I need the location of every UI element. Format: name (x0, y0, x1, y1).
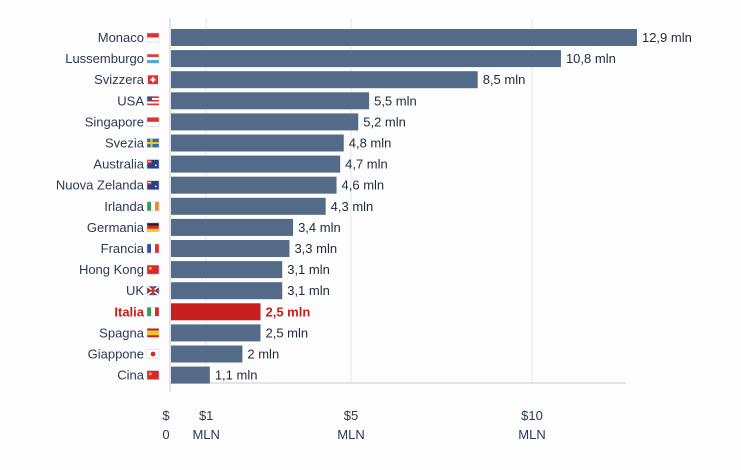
bars (171, 29, 637, 384)
australia-flag-icon (146, 159, 160, 169)
x-tick-label-1: $1 (199, 408, 213, 423)
value-label-spagna: 2,5 mln (266, 325, 309, 340)
bar-hong-kong (171, 261, 283, 279)
category-label-singapore: Singapore (85, 114, 144, 129)
singapore-flag-icon (146, 117, 160, 127)
x-tick-label-10: $10 (521, 408, 543, 423)
bar-germania (171, 218, 294, 236)
hong-kong-flag-icon (146, 264, 160, 275)
x-axis-ticks: $0 $1 MLN $5 MLN $10 MLN (162, 408, 545, 442)
bar-svizzera (171, 71, 478, 89)
bar-usa (171, 92, 370, 110)
value-labels: 12,9 mln 10,8 mln 8,5 mln 5,5 mln 5,2 mln 4,8… (215, 30, 692, 383)
bar-spagna (171, 324, 261, 342)
value-label-giappone: 2 mln (247, 347, 279, 362)
x-tick-label-5: $5 (344, 408, 358, 423)
new-zealand-flag-icon (146, 180, 160, 190)
value-label-francia: 3,3 mln (294, 241, 337, 256)
value-label-italia: 2,5 mln (266, 304, 311, 319)
value-label-singapore: 5,2 mln (363, 114, 406, 129)
sweden-flag-icon (146, 138, 160, 148)
category-label-australia: Australia (93, 157, 144, 172)
china-flag-icon (146, 370, 160, 380)
category-label-hong-kong: Hong Kong (79, 262, 144, 277)
value-label-uk: 3,1 mln (287, 283, 330, 298)
value-label-hong-kong: 3,1 mln (287, 262, 330, 277)
value-label-nuova-zelanda: 4,6 mln (342, 178, 385, 193)
category-label-nuova-zelanda: Nuova Zelanda (56, 178, 145, 193)
bar-irlanda (171, 197, 326, 215)
japan-flag-icon (146, 349, 160, 359)
value-label-usa: 5,5 mln (374, 93, 417, 108)
bar-svezia (171, 134, 344, 152)
category-label-uk: UK (126, 283, 144, 298)
france-flag-icon (146, 243, 160, 254)
bar-monaco (171, 29, 637, 46)
value-label-monaco: 12,9 mln (642, 30, 692, 45)
bar-francia (171, 240, 290, 257)
category-label-usa: USA (117, 93, 144, 108)
bar-uk (171, 282, 283, 300)
category-label-giappone: Giappone (88, 347, 144, 362)
luxembourg-flag-icon (146, 53, 160, 64)
category-label-cina: Cina (117, 368, 145, 383)
bar-nuova-zelanda (171, 176, 337, 194)
value-label-irlanda: 4,3 mln (331, 199, 374, 214)
category-label-spagna: Spagna (99, 325, 145, 340)
switzerland-flag-icon (146, 74, 160, 85)
monaco-flag-icon (146, 32, 160, 43)
value-label-svizzera: 8,5 mln (483, 72, 526, 87)
bar-italia (171, 303, 261, 321)
flags (146, 32, 160, 380)
x-tick-sublabel-1: MLN (192, 427, 219, 442)
value-label-australia: 4,7 mln (345, 157, 388, 172)
category-label-germania: Germania (87, 220, 145, 235)
category-label-svizzera: Svizzera (94, 72, 145, 87)
bar-singapore (171, 113, 359, 131)
x-tick-sublabel-10: MLN (518, 427, 545, 442)
value-label-lussemburgo: 10,8 mln (566, 51, 616, 66)
uk-flag-icon (146, 285, 160, 296)
x-tick-label-0: $ (162, 408, 170, 423)
x-tick-sublabel-5: MLN (337, 427, 364, 442)
category-label-irlanda: Irlanda (104, 199, 145, 214)
x-tick-sublabel-0: 0 (162, 427, 169, 442)
italy-flag-icon (146, 307, 160, 317)
value-label-germania: 3,4 mln (298, 220, 341, 235)
value-label-svezia: 4,8 mln (349, 136, 392, 151)
bar-cina (171, 366, 210, 384)
usa-flag-icon (146, 96, 160, 106)
bar-giappone (171, 345, 243, 363)
category-label-francia: Francia (101, 241, 145, 256)
ireland-flag-icon (146, 201, 160, 212)
spain-flag-icon (146, 328, 160, 338)
category-label-svezia: Svezia (105, 136, 145, 151)
bar-australia (171, 155, 341, 173)
germany-flag-icon (146, 222, 160, 233)
category-label-lussemburgo: Lussemburgo (65, 51, 144, 66)
value-label-cina: 1,1 mln (215, 368, 258, 383)
category-label-italia: Italia (114, 304, 144, 319)
bar-lussemburgo (171, 50, 561, 68)
category-label-monaco: Monaco (98, 30, 144, 45)
category-labels: Monaco Lussemburgo Svizzera USA Singapore Sve… (56, 30, 145, 383)
